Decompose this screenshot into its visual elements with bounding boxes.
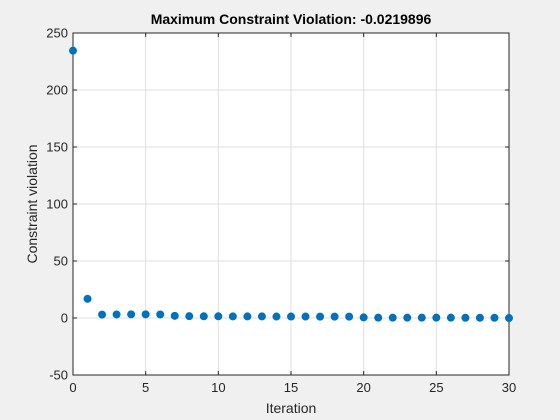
y-tick-label: 150 [46,140,68,155]
data-point [69,46,77,55]
data-point [287,312,295,321]
data-point [112,310,121,319]
data-point [330,312,339,321]
data-point [446,313,455,322]
x-tick-label: 30 [502,380,516,395]
data-point [359,313,368,322]
data-point [214,312,223,321]
data-point [505,314,513,323]
data-point [257,312,266,321]
data-point [141,310,150,319]
x-tick-label: 20 [356,380,370,395]
data-point [388,313,397,322]
data-point [272,312,281,321]
y-tick-label: -50 [49,368,68,383]
data-point [185,312,194,321]
data-point [156,310,165,319]
data-point [374,313,383,322]
y-tick-label: 100 [46,197,68,212]
data-point [475,313,484,322]
data-point [345,312,354,321]
y-tick-label: 200 [46,83,68,98]
data-point [432,313,441,322]
data-point [127,310,136,319]
x-tick-label: 10 [211,380,225,395]
data-point [83,294,92,303]
data-point [98,310,107,319]
x-tick-label: 25 [429,380,443,395]
x-tick-label: 5 [142,380,149,395]
data-point [490,313,499,322]
data-point [228,312,237,321]
y-tick-label: 250 [46,26,68,41]
x-tick-label: 0 [69,380,76,395]
y-tick-label: 0 [61,311,68,326]
data-points [69,46,513,323]
x-tick-label: 15 [284,380,298,395]
data-point [417,313,426,322]
data-point [170,311,179,320]
x-axis-label: Iteration [266,400,317,416]
data-point [243,312,252,321]
data-point [316,312,325,321]
data-point [403,313,412,322]
data-point [461,313,470,322]
data-point [301,312,310,321]
y-tick-label: 50 [54,254,68,269]
chart-title: Maximum Constraint Violation: -0.0219896 [151,11,432,27]
data-point [199,312,208,321]
y-axis-label: Constraint violation [24,144,40,263]
